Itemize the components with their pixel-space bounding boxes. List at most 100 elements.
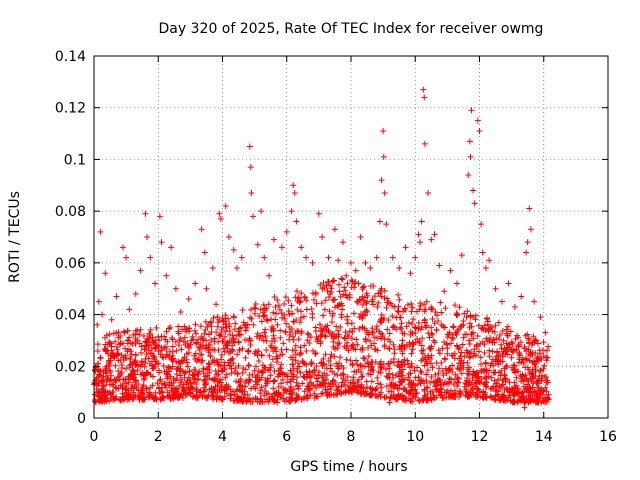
data-point: [381, 336, 388, 343]
data-point: [528, 341, 535, 348]
data-point: [544, 354, 551, 361]
data-point: [242, 383, 249, 390]
data-point: [297, 319, 304, 326]
data-point: [283, 320, 290, 327]
data-point: [259, 362, 266, 369]
data-point: [411, 324, 418, 331]
data-point: [440, 394, 447, 401]
data-point: [488, 394, 495, 401]
data-point: [473, 341, 480, 348]
data-point: [231, 326, 238, 333]
data-point: [363, 327, 370, 334]
data-point: [324, 372, 331, 379]
data-point: [319, 234, 326, 240]
data-point: [227, 395, 234, 402]
data-point: [250, 213, 257, 220]
data-point: [364, 298, 371, 305]
data-point: [282, 294, 289, 301]
data-point: [514, 390, 521, 397]
data-point: [392, 396, 399, 403]
data-point: [205, 349, 212, 356]
data-point: [478, 221, 485, 228]
data-point: [219, 368, 226, 375]
data-point: [506, 385, 513, 392]
data-point: [168, 334, 175, 341]
data-point: [421, 316, 428, 323]
data-point: [364, 390, 371, 397]
data-point: [221, 359, 228, 366]
data-point: [254, 241, 261, 248]
data-point: [298, 329, 305, 336]
data-point: [284, 379, 291, 386]
y-tick-label: 0: [77, 411, 86, 427]
data-point: [104, 375, 111, 382]
data-point: [430, 378, 437, 385]
data-point: [367, 371, 374, 378]
data-point: [411, 367, 418, 374]
data-point: [213, 371, 220, 378]
data-point: [449, 393, 456, 400]
data-point: [295, 336, 302, 343]
data-point: [380, 153, 387, 160]
data-point: [305, 331, 312, 338]
data-points: [91, 86, 552, 411]
data-point: [341, 334, 348, 341]
data-point: [415, 319, 422, 326]
data-point: [253, 378, 260, 385]
data-point: [318, 300, 325, 307]
data-point: [495, 319, 502, 326]
data-point: [446, 379, 453, 386]
data-point: [293, 379, 300, 386]
data-point: [327, 386, 334, 393]
data-point: [386, 365, 393, 372]
data-point: [524, 331, 531, 338]
data-point: [431, 231, 438, 238]
data-point: [147, 326, 154, 333]
data-point: [165, 353, 172, 360]
data-point: [506, 388, 513, 395]
data-point: [468, 348, 475, 355]
data-point: [274, 321, 281, 328]
data-point: [503, 362, 510, 369]
data-point: [503, 326, 510, 333]
data-point: [355, 384, 362, 391]
data-point: [370, 283, 377, 290]
data-point: [422, 356, 429, 363]
data-point: [327, 383, 334, 390]
data-point: [388, 388, 395, 395]
data-point: [106, 361, 113, 368]
data-point: [482, 265, 489, 272]
data-point: [395, 291, 402, 298]
data-point: [337, 354, 344, 361]
data-point: [293, 374, 300, 381]
data-point: [211, 377, 218, 384]
data-point: [245, 376, 252, 383]
data-point: [258, 318, 265, 325]
data-point: [373, 254, 380, 261]
y-tick-label: 0.06: [55, 256, 86, 272]
x-tick-label: 12: [471, 429, 489, 445]
data-point: [222, 374, 229, 381]
data-point: [94, 392, 101, 399]
data-point: [283, 346, 290, 353]
data-point: [189, 333, 196, 340]
x-tick-label: 16: [599, 429, 617, 445]
data-point: [450, 323, 457, 330]
data-point: [428, 324, 435, 331]
data-point: [399, 392, 406, 399]
data-point: [103, 379, 110, 386]
data-point: [312, 350, 319, 357]
data-point: [392, 382, 399, 389]
data-point: [357, 362, 364, 369]
data-point: [271, 294, 278, 301]
data-point: [343, 272, 350, 279]
data-point: [330, 277, 337, 284]
data-point: [304, 395, 311, 402]
data-point: [331, 333, 338, 340]
data-point: [236, 331, 243, 338]
data-point: [526, 357, 533, 364]
data-point: [361, 283, 368, 290]
data-point: [357, 390, 364, 397]
data-point: [309, 259, 316, 266]
data-point: [389, 302, 396, 309]
